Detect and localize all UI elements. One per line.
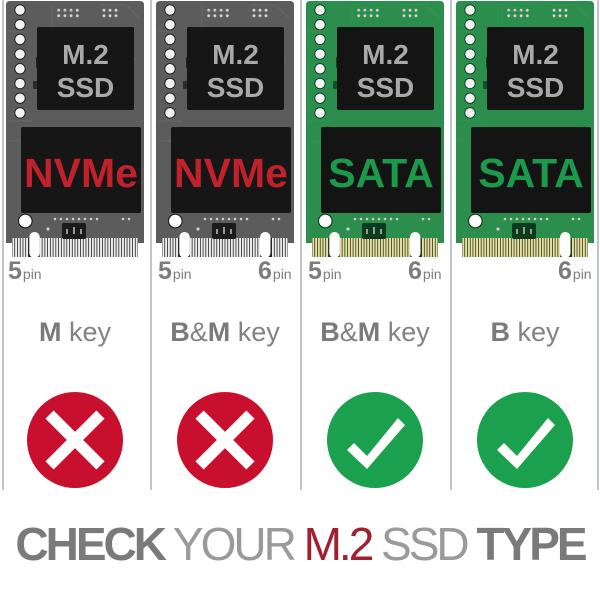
svg-text:NVMe: NVMe (24, 150, 138, 196)
svg-text:NVMe: NVMe (174, 150, 288, 196)
svg-text:SATA: SATA (478, 150, 584, 196)
svg-text:M.2: M.2 (62, 39, 109, 70)
svg-text:M.2: M.2 (362, 39, 409, 70)
svg-text:SSD: SSD (357, 72, 415, 103)
svg-text:M.2: M.2 (212, 39, 259, 70)
svg-text:SSD: SSD (57, 72, 115, 103)
svg-text:M.2: M.2 (512, 39, 559, 70)
svg-text:SSD: SSD (207, 72, 265, 103)
svg-text:SATA: SATA (328, 150, 434, 196)
svg-text:SSD: SSD (507, 72, 565, 103)
